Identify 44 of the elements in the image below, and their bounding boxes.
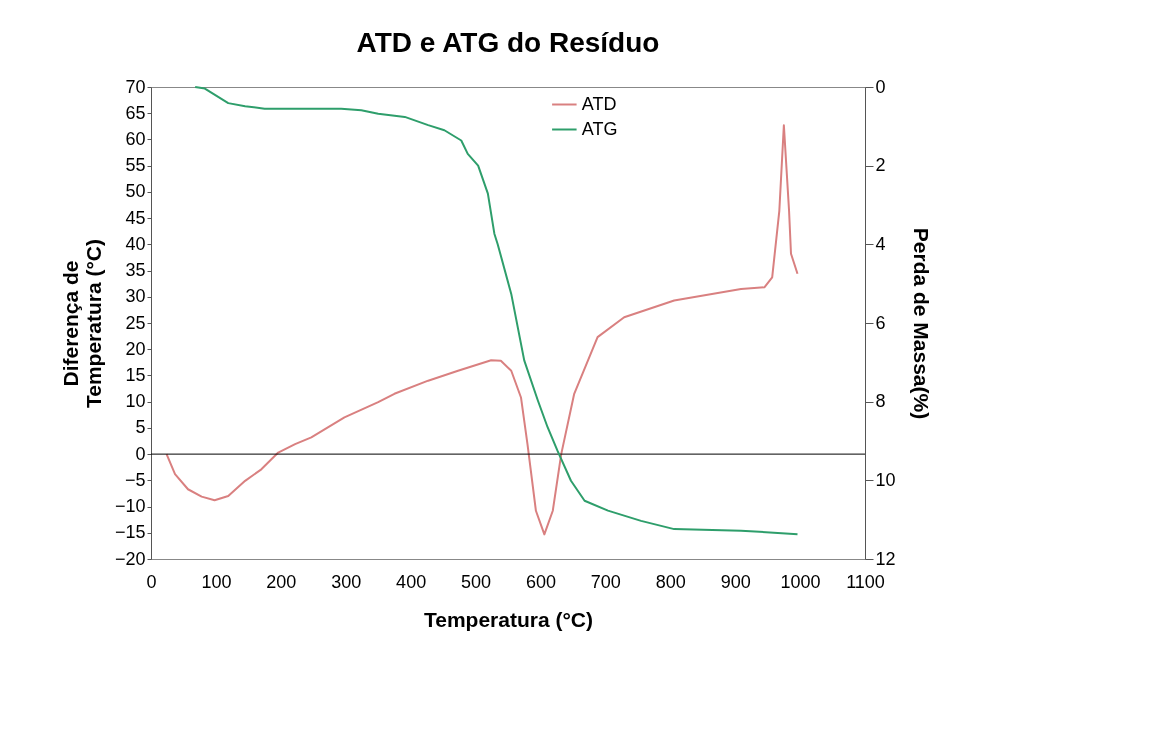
y2-tick-label: 8 — [875, 391, 886, 412]
text: Diferença de — [58, 260, 82, 387]
y-tick-label: −20 — [114, 548, 146, 569]
x-tick-label: 100 — [201, 571, 232, 592]
y-tick-label: 45 — [125, 207, 146, 228]
y2-tick-label: 2 — [875, 155, 886, 176]
x-tick-label: 400 — [396, 571, 427, 592]
y-tick-label: 65 — [125, 102, 146, 123]
y2-tick-label: 4 — [875, 233, 886, 254]
text: Temperatura (°C) — [81, 238, 105, 409]
x-tick-label: 1100 — [846, 571, 885, 592]
x-tick-label: 300 — [331, 571, 362, 592]
y2-axis-title: Perda de Massa(%) — [909, 227, 933, 420]
y2-tick-label: 10 — [875, 469, 896, 490]
y-tick-label: 60 — [125, 128, 146, 149]
x-tick-label: 600 — [525, 571, 556, 592]
x-tick-label: 500 — [461, 571, 492, 592]
y2-tick-label: 0 — [875, 76, 886, 97]
y-tick-label: 10 — [125, 391, 146, 412]
y-tick-label: −5 — [124, 469, 146, 490]
y-tick-label: 30 — [125, 286, 146, 307]
y-tick-label: 40 — [125, 233, 146, 254]
legend-label: ATD — [581, 93, 617, 114]
y-tick-label: −10 — [114, 496, 146, 517]
y-tick-label: 70 — [125, 76, 146, 97]
chart-title: ATD e ATG do Resíduo — [356, 27, 660, 58]
y-tick-label: 5 — [135, 417, 146, 438]
x-tick-label: 800 — [655, 571, 686, 592]
x-tick-label: 900 — [720, 571, 751, 592]
legend-label: ATG — [581, 118, 618, 139]
y-tick-label: −15 — [114, 522, 146, 543]
x-tick-label: 700 — [590, 571, 621, 592]
y2-tick-label: 6 — [875, 312, 886, 333]
y-tick-label: 25 — [125, 312, 146, 333]
y-tick-label: 0 — [135, 443, 146, 464]
x-tick-label: 200 — [266, 571, 297, 592]
y2-tick-label: 12 — [875, 548, 896, 569]
x-axis-title: Temperatura (°C) — [423, 607, 594, 631]
x-tick-label: 1000 — [780, 571, 821, 592]
y-tick-label: 50 — [125, 181, 146, 202]
y-tick-label: 15 — [125, 364, 146, 385]
y-tick-label: 35 — [125, 260, 146, 281]
y-tick-label: 20 — [125, 338, 146, 359]
y-tick-label: 55 — [125, 155, 146, 176]
